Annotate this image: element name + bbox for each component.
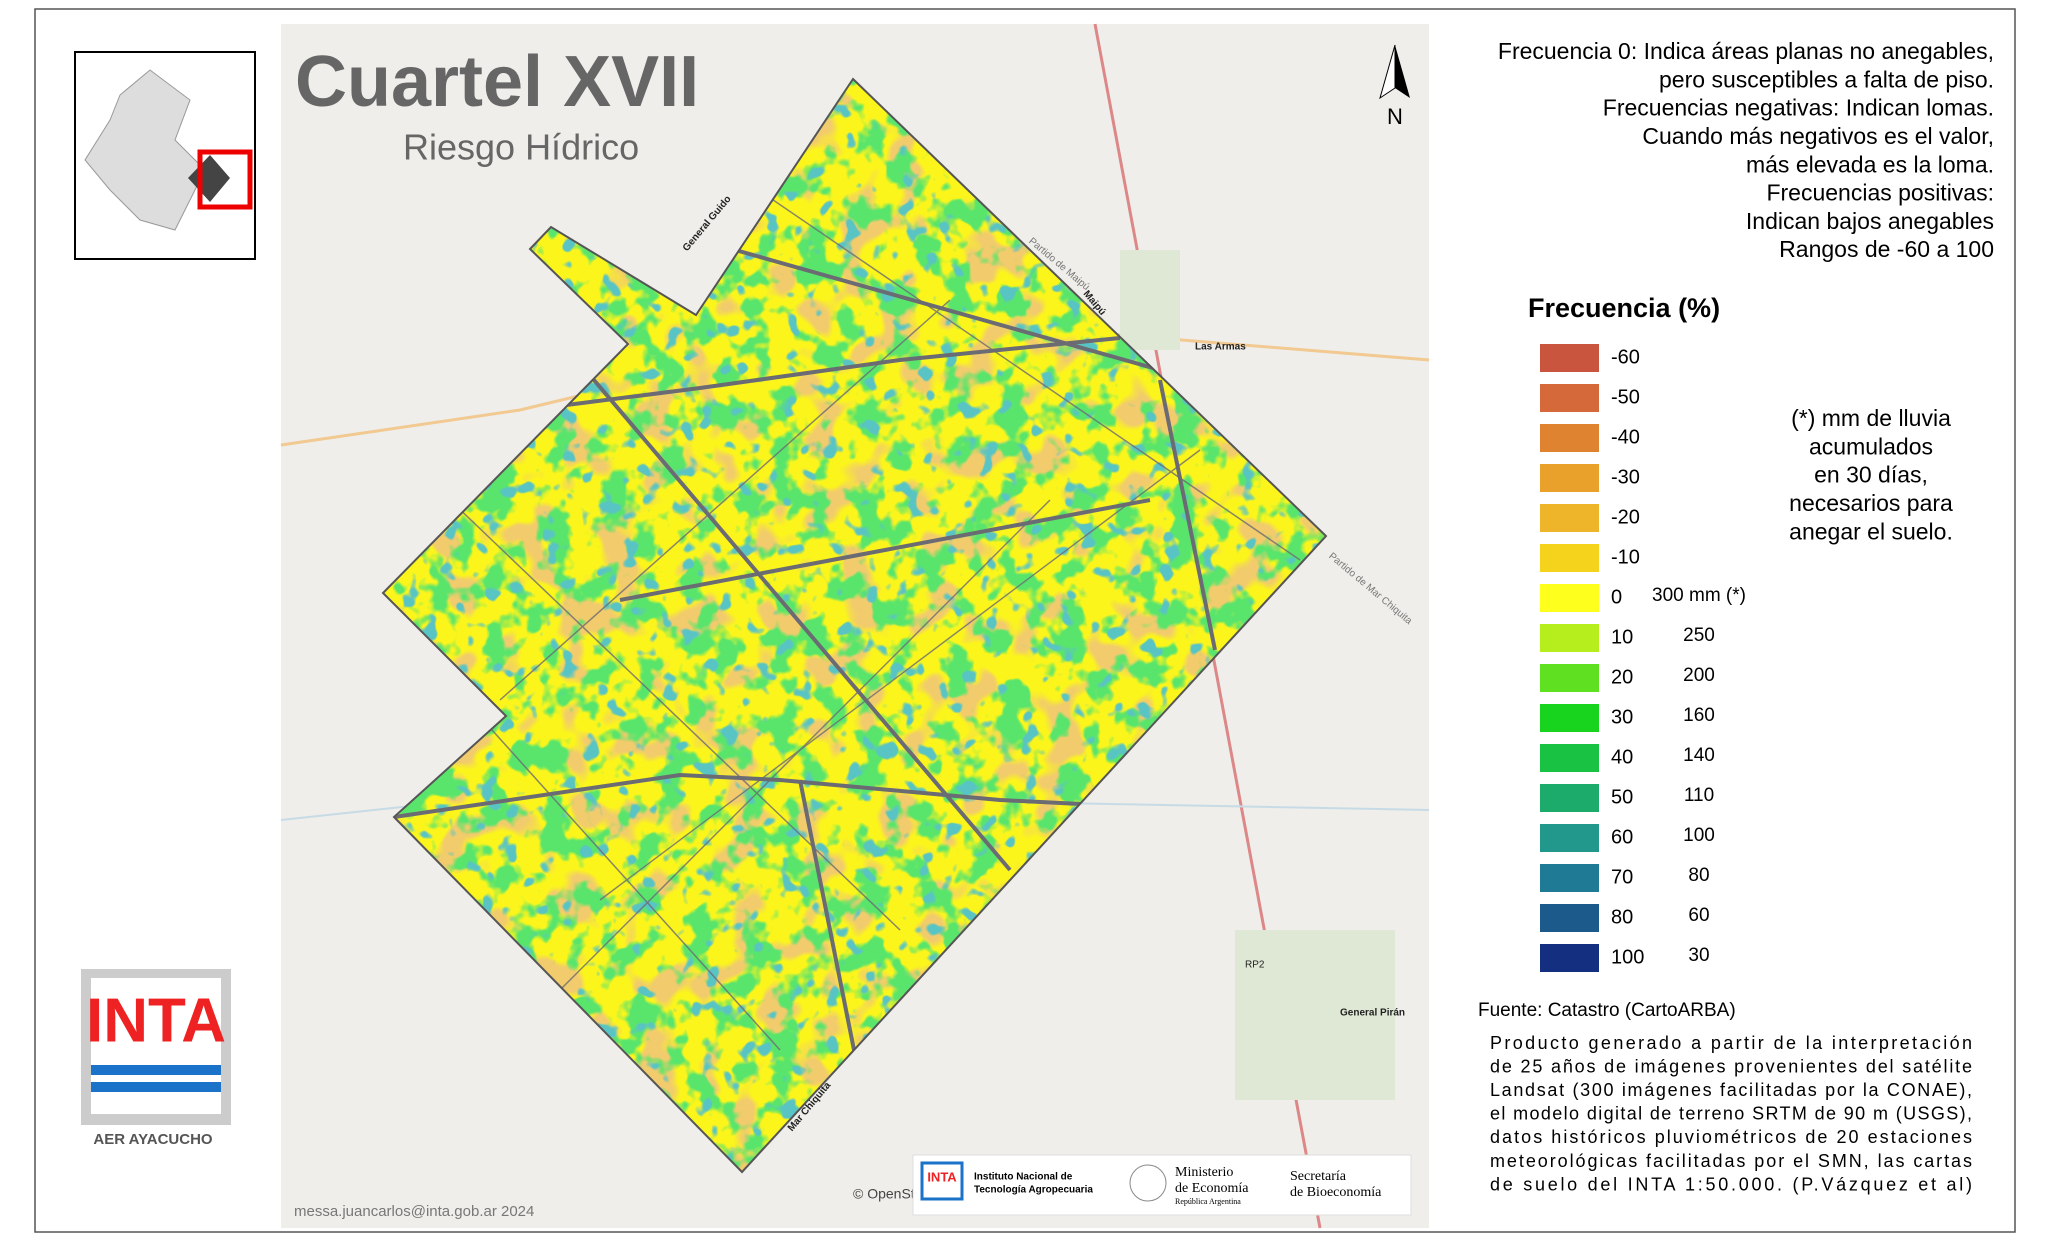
note-line: Rangos de -60 a 100 — [1779, 236, 1994, 262]
source-line: meteorológicas facilitadas por el SMN, l… — [1490, 1151, 1972, 1171]
inta-logo: INTA AER AYACUCHO — [81, 969, 231, 1148]
frame — [34, 8, 2016, 1233]
source-line: Landsat (300 imágenes facilitadas por la… — [1490, 1080, 1972, 1100]
institution: Secretaría — [1290, 1169, 1347, 1184]
legend-swatch — [1540, 664, 1599, 692]
north-label: N — [1387, 104, 1403, 129]
legend-value: -50 — [1611, 386, 1640, 408]
place-label: Las Armas — [1195, 342, 1246, 353]
legend-swatch — [1540, 904, 1599, 932]
legend-mm: 250 — [1683, 625, 1715, 646]
legend-swatch — [1540, 464, 1599, 492]
legend-swatch — [1540, 504, 1599, 532]
legend-value: 10 — [1611, 626, 1633, 648]
legend-mm: 30 — [1688, 945, 1709, 966]
legend-value: -40 — [1611, 426, 1640, 448]
legend-value: -20 — [1611, 506, 1640, 528]
legend-swatch — [1540, 744, 1599, 772]
legend-swatch — [1540, 704, 1599, 732]
north-arrow: N — [1379, 44, 1410, 129]
district-outline — [381, 77, 1328, 1174]
legend-value: 80 — [1611, 906, 1633, 928]
legend-value: 0 — [1611, 586, 1622, 608]
legend-value: 30 — [1611, 706, 1633, 728]
institution: Instituto Nacional de — [974, 1172, 1073, 1183]
svg-text:INTA: INTA — [927, 1169, 957, 1184]
legend-value: 50 — [1611, 786, 1633, 808]
note-line: más elevada es la loma. — [1746, 151, 1994, 177]
legend-swatch — [1540, 824, 1599, 852]
legend-value: 70 — [1611, 866, 1633, 888]
legend-swatch — [1540, 864, 1599, 892]
legend-swatch — [1540, 384, 1599, 412]
note-line: Cuando más negativos es el valor, — [1642, 123, 1994, 149]
legend-value: -30 — [1611, 466, 1640, 488]
legend-title: Frecuencia (%) — [1528, 293, 1720, 323]
note-line: Frecuencias negativas: Indican lomas. — [1603, 95, 1994, 121]
place-label: General Pirán — [1340, 1008, 1405, 1019]
legend-swatch — [1540, 544, 1599, 572]
legend-value: 40 — [1611, 746, 1633, 768]
footer-logos: INTA Instituto Nacional de Tecnología Ag… — [912, 1154, 1412, 1216]
note-line: Frecuencia 0: Indica áreas planas no ane… — [1498, 38, 1994, 64]
institution: de Bioeconomía — [1290, 1185, 1382, 1200]
legend-mm: 80 — [1688, 865, 1709, 886]
logo-caption: AER AYACUCHO — [93, 1131, 213, 1148]
legend-swatch — [1540, 784, 1599, 812]
note-line: Indican bajos anegables — [1746, 208, 1994, 234]
source-line: datos históricos pluviométricos de 20 es… — [1490, 1127, 1972, 1147]
legend-mm: 140 — [1683, 745, 1715, 766]
legend-value: 100 — [1611, 946, 1644, 968]
legend-swatch — [1540, 424, 1599, 452]
institution: República Argentina — [1175, 1197, 1241, 1206]
rain-note: (*) mm de lluvia — [1791, 405, 1951, 431]
legend-value: 20 — [1611, 666, 1633, 688]
legend-mm: 200 — [1683, 665, 1715, 686]
rain-note: anegar el suelo. — [1789, 518, 1953, 544]
source-line: el modelo digital de terreno SRTM de 90 … — [1490, 1104, 1972, 1124]
inset-map — [74, 51, 256, 260]
rain-note: acumulados — [1809, 433, 1933, 459]
rain-note: necesarios para — [1789, 490, 1953, 516]
subtitle: Riesgo Hídrico — [403, 127, 639, 168]
legend-swatch — [1540, 944, 1599, 972]
rain-note: en 30 días, — [1814, 462, 1928, 488]
institution: Tecnología Agropecuaria — [974, 1185, 1093, 1196]
title: Cuartel XVII — [295, 42, 699, 122]
legend-swatch — [1540, 344, 1599, 372]
legend-mm: 300 mm (*) — [1652, 585, 1746, 606]
legend-mm: 110 — [1684, 785, 1714, 806]
legend-value: -10 — [1611, 546, 1640, 568]
legend-value: 60 — [1611, 826, 1633, 848]
note-line: pero susceptibles a falta de piso. — [1659, 66, 1994, 92]
source-title: Fuente: Catastro (CartoARBA) — [1478, 1000, 1736, 1021]
note-line: Frecuencias positivas: — [1766, 180, 1994, 206]
legend-swatch — [1540, 624, 1599, 652]
source-line: Producto generado a partir de la interpr… — [1490, 1033, 1972, 1053]
legend-value: -60 — [1611, 346, 1640, 368]
source-line: de suelo del INTA 1:50.000. (P.Vázquez e… — [1490, 1174, 1972, 1194]
institution: Ministerio — [1175, 1165, 1233, 1180]
legend-mm: 60 — [1688, 905, 1709, 926]
institution: de Economía — [1175, 1181, 1249, 1196]
legend-swatch — [1540, 584, 1599, 612]
logo-text: INTA — [86, 986, 226, 1055]
email: messa.juancarlos@inta.gob.ar 2024 — [294, 1203, 534, 1220]
legend-mm: 100 — [1683, 825, 1715, 846]
road-label: RP2 — [1245, 960, 1265, 971]
legend-mm: 160 — [1683, 705, 1715, 726]
source-line: de 25 años de imágenes provenientes del … — [1490, 1056, 1972, 1076]
